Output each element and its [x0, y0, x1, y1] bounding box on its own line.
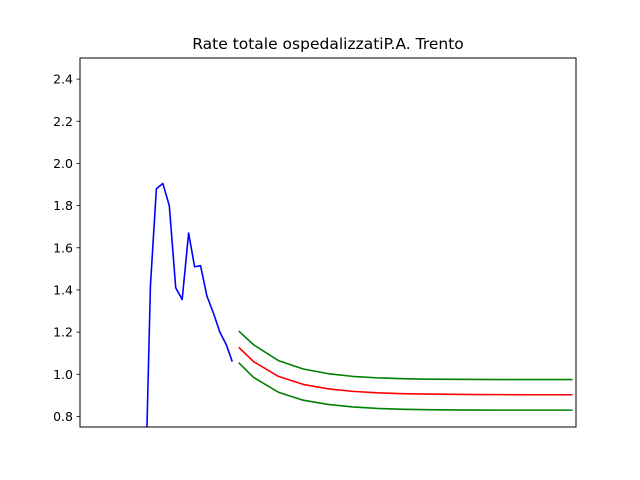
y-axis-ticks: 0.8 1.0 1.2 1.4 1.6 1.8 2.0 2.2 2.4 [53, 72, 80, 424]
y-tick-label: 2.4 [53, 72, 73, 87]
y-tick-label: 1.6 [53, 240, 73, 255]
chart-title: Rate totale ospedalizzatiP.A. Trento [192, 35, 464, 53]
series-line-4 [238, 362, 573, 411]
series-line-1 [146, 182, 234, 427]
y-tick-label: 1.2 [53, 325, 73, 340]
series-line-2 [238, 346, 573, 396]
plot-frame [79, 57, 577, 428]
y-tick-label: 2.0 [53, 156, 73, 171]
y-tick-label: 1.4 [53, 282, 73, 297]
y-tick-label: 0.8 [53, 409, 73, 424]
y-tick-label: 1.0 [53, 367, 73, 382]
y-tick-label: 1.8 [53, 198, 73, 213]
series-layer [146, 182, 573, 427]
series-line-3 [238, 330, 573, 381]
y-tick-label: 2.2 [53, 114, 73, 129]
